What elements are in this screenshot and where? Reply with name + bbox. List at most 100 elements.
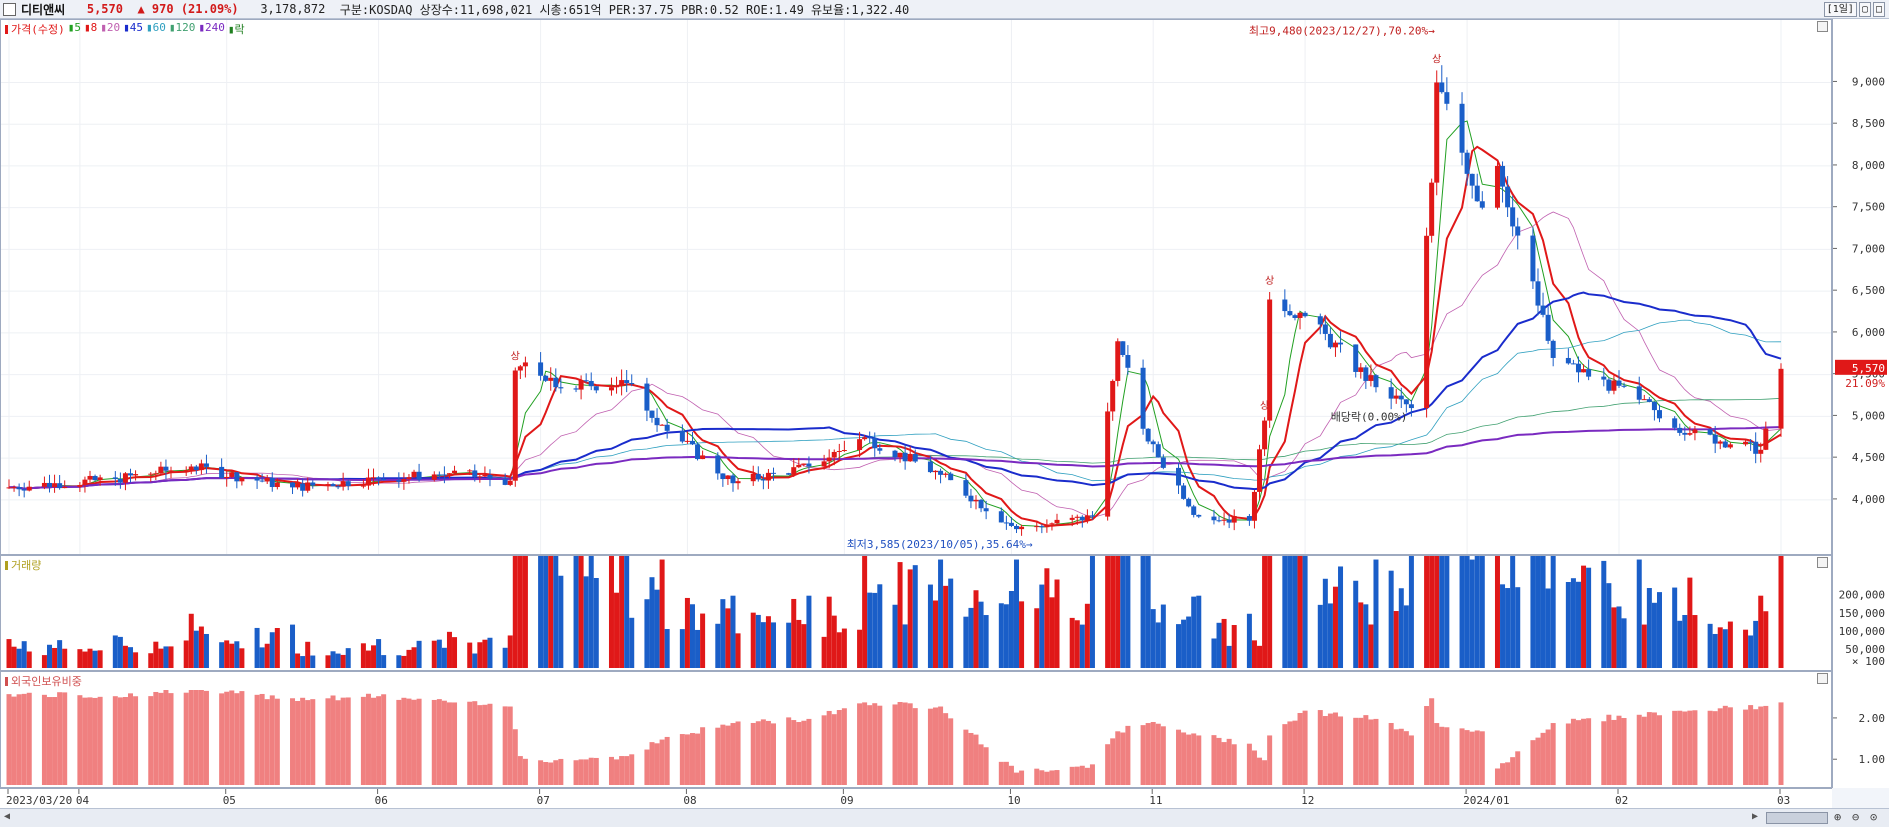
foreign-bar bbox=[841, 708, 847, 785]
foreign-bar bbox=[1262, 760, 1268, 785]
scroll-thumb[interactable] bbox=[1766, 812, 1828, 824]
zoom-reset-icon[interactable]: ⊙ bbox=[1870, 810, 1878, 824]
foreign-bar bbox=[1540, 732, 1546, 785]
volume-bar bbox=[1494, 556, 1500, 668]
candle-body bbox=[1621, 385, 1627, 387]
candle-body bbox=[801, 463, 807, 465]
scroll-left-icon[interactable]: ◀ bbox=[4, 811, 11, 822]
price-change: 970 bbox=[151, 2, 174, 16]
foreign-bar bbox=[269, 695, 275, 785]
candle-body bbox=[1089, 515, 1095, 517]
candle-body bbox=[1196, 514, 1202, 517]
foreign-bar bbox=[274, 698, 280, 785]
volume-bar bbox=[158, 648, 164, 668]
maximize-icon[interactable]: □ bbox=[1872, 2, 1885, 17]
price-tick-label: 6,000 bbox=[1852, 326, 1885, 339]
foreign-bar bbox=[1338, 716, 1344, 785]
candle-body bbox=[264, 477, 270, 482]
candle-body bbox=[1722, 441, 1728, 448]
foreign-bar bbox=[1621, 718, 1627, 785]
volume-bar bbox=[381, 655, 387, 668]
ma-legend-item: ▮8 bbox=[83, 21, 98, 34]
volume-panel[interactable]: 거래량 bbox=[0, 555, 1832, 671]
ma-legend-item: ▮240 bbox=[198, 21, 225, 34]
volume-legend: 거래량 bbox=[5, 557, 41, 573]
volume-bar bbox=[791, 598, 797, 668]
price-tick-label: 6,500 bbox=[1852, 284, 1885, 297]
foreign-bar bbox=[325, 698, 331, 785]
volume-bar bbox=[1388, 570, 1394, 668]
foreign-bar bbox=[943, 713, 949, 785]
foreign-close-icon[interactable] bbox=[1817, 673, 1828, 684]
candle-body bbox=[62, 486, 68, 489]
foreign-bar bbox=[1069, 766, 1075, 785]
candle-body bbox=[1469, 173, 1475, 186]
restore-icon[interactable]: ▢ bbox=[1858, 2, 1871, 17]
volume-bar bbox=[1753, 620, 1759, 668]
volume-bar bbox=[1434, 556, 1440, 668]
volume-close-icon[interactable] bbox=[1817, 557, 1828, 568]
volume-bar bbox=[735, 633, 741, 668]
period-button[interactable]: [1일] bbox=[1823, 2, 1857, 17]
volume-bar bbox=[1353, 580, 1359, 668]
select-checkbox[interactable] bbox=[3, 2, 16, 16]
candle-body bbox=[553, 377, 559, 388]
foreign-bar bbox=[1586, 718, 1592, 785]
foreign-bar bbox=[983, 747, 989, 785]
candle-body bbox=[1262, 420, 1268, 450]
volume-bar bbox=[1398, 588, 1404, 668]
foreign-bar bbox=[436, 699, 442, 785]
foreign-bar bbox=[133, 696, 139, 785]
candle-body bbox=[305, 482, 311, 491]
volume-bar bbox=[1216, 622, 1222, 668]
candle-body bbox=[750, 473, 756, 482]
volume-bar bbox=[614, 592, 620, 668]
zoom-out-icon[interactable]: ⊖ bbox=[1852, 810, 1860, 824]
volume-bar bbox=[841, 628, 847, 668]
foreign-bar bbox=[1616, 715, 1622, 785]
foreign-bar bbox=[153, 691, 159, 785]
candle-body bbox=[335, 486, 341, 488]
candle-body bbox=[1160, 457, 1166, 468]
volume-bar bbox=[203, 633, 209, 668]
volume-bar bbox=[715, 623, 721, 668]
candle-body bbox=[21, 489, 27, 491]
price-tick-label: 5,000 bbox=[1852, 409, 1885, 422]
candle-body bbox=[310, 482, 316, 486]
foreign-bar bbox=[163, 690, 169, 785]
volume-bar bbox=[522, 556, 528, 668]
foreign-legend-marker bbox=[5, 676, 8, 686]
foreign-bar bbox=[1398, 728, 1404, 785]
volume-bar bbox=[360, 643, 366, 668]
candle-body bbox=[1429, 182, 1435, 236]
candle-body bbox=[821, 461, 827, 467]
volume-bar bbox=[11, 646, 17, 668]
candle-body bbox=[183, 470, 189, 472]
volume-bar bbox=[92, 650, 98, 668]
panel-close-icon[interactable] bbox=[1817, 21, 1828, 32]
price-panel[interactable]: 최고9,480(2023/12/27),70.20%→ 최저3,585(2023/… bbox=[0, 19, 1832, 555]
candle-body bbox=[1019, 526, 1025, 530]
foreign-bar bbox=[1646, 712, 1652, 785]
scroll-right-icon[interactable]: ▶ bbox=[1752, 811, 1759, 822]
scrollbar[interactable]: ◀ ▶ ⊕ ⊖ ⊙ bbox=[0, 808, 1889, 827]
volume-bar bbox=[1758, 595, 1764, 668]
stock-name[interactable]: 디티앤씨 bbox=[21, 2, 66, 17]
candle-body bbox=[1120, 341, 1126, 356]
volume-bar bbox=[538, 556, 544, 668]
volume-bar bbox=[1515, 587, 1521, 668]
volume-bar bbox=[183, 640, 189, 668]
stock-info-bar: 디티앤씨 5,570 ▲ 970 (21.09%) 3,178,872 구분:K… bbox=[0, 0, 1889, 19]
candle-body bbox=[786, 473, 792, 475]
foreign-panel[interactable]: 외국인보유비중 bbox=[0, 671, 1832, 788]
volume-bar bbox=[700, 613, 706, 668]
candle-body bbox=[87, 475, 93, 480]
foreign-bar bbox=[1408, 735, 1414, 785]
candle-body bbox=[1646, 399, 1652, 402]
volume-bar bbox=[1176, 624, 1182, 668]
foreign-bar bbox=[340, 697, 346, 785]
volume-bar bbox=[1160, 604, 1166, 668]
candle-body bbox=[1282, 299, 1288, 312]
zoom-in-icon[interactable]: ⊕ bbox=[1834, 810, 1842, 824]
volume-bar bbox=[416, 640, 422, 668]
